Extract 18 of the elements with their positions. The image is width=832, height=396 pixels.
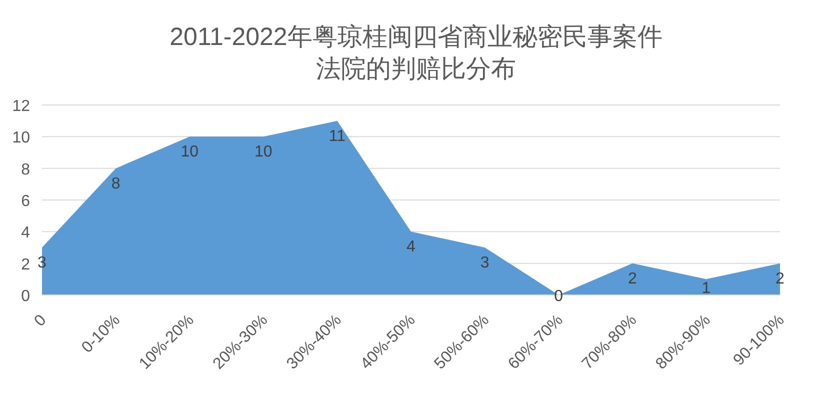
y-tick-label: 8 xyxy=(21,161,30,178)
y-tick-label: 4 xyxy=(21,224,30,242)
y-tick-label: 12 xyxy=(12,98,30,115)
chart-title: 2011-2022年粤琼桂闽四省商业秘密民事案件法院的判赔比分布 xyxy=(170,23,662,83)
y-tick-label: 6 xyxy=(21,193,30,210)
data-label: 2 xyxy=(776,270,785,288)
y-tick-label: 0 xyxy=(21,288,30,305)
data-label: 3 xyxy=(38,254,47,272)
data-label: 4 xyxy=(406,238,416,256)
data-label: 8 xyxy=(111,175,120,192)
data-label: 1 xyxy=(702,280,711,298)
y-tick-label: 10 xyxy=(12,130,30,147)
data-label: 10 xyxy=(180,144,199,161)
data-label: 2 xyxy=(628,270,637,288)
data-label: 3 xyxy=(480,254,490,272)
data-label: 10 xyxy=(254,144,272,161)
data-label: 11 xyxy=(328,128,346,145)
y-tick-label: 2 xyxy=(21,256,30,274)
